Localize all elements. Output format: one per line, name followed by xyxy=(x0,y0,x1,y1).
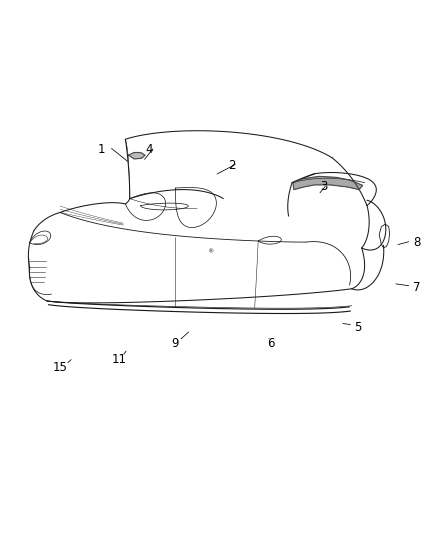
Text: 8: 8 xyxy=(413,236,421,249)
Text: 6: 6 xyxy=(268,337,275,350)
Text: 11: 11 xyxy=(111,353,127,366)
Text: 15: 15 xyxy=(53,361,67,374)
Text: 1: 1 xyxy=(98,143,105,156)
Text: 3: 3 xyxy=(320,181,327,193)
Text: 9: 9 xyxy=(172,337,179,350)
Polygon shape xyxy=(128,152,145,159)
Text: ®: ® xyxy=(207,249,213,254)
Text: 4: 4 xyxy=(145,143,153,156)
Text: 5: 5 xyxy=(355,321,362,334)
Text: 7: 7 xyxy=(413,281,421,294)
Polygon shape xyxy=(293,176,363,190)
Text: 2: 2 xyxy=(228,159,236,172)
